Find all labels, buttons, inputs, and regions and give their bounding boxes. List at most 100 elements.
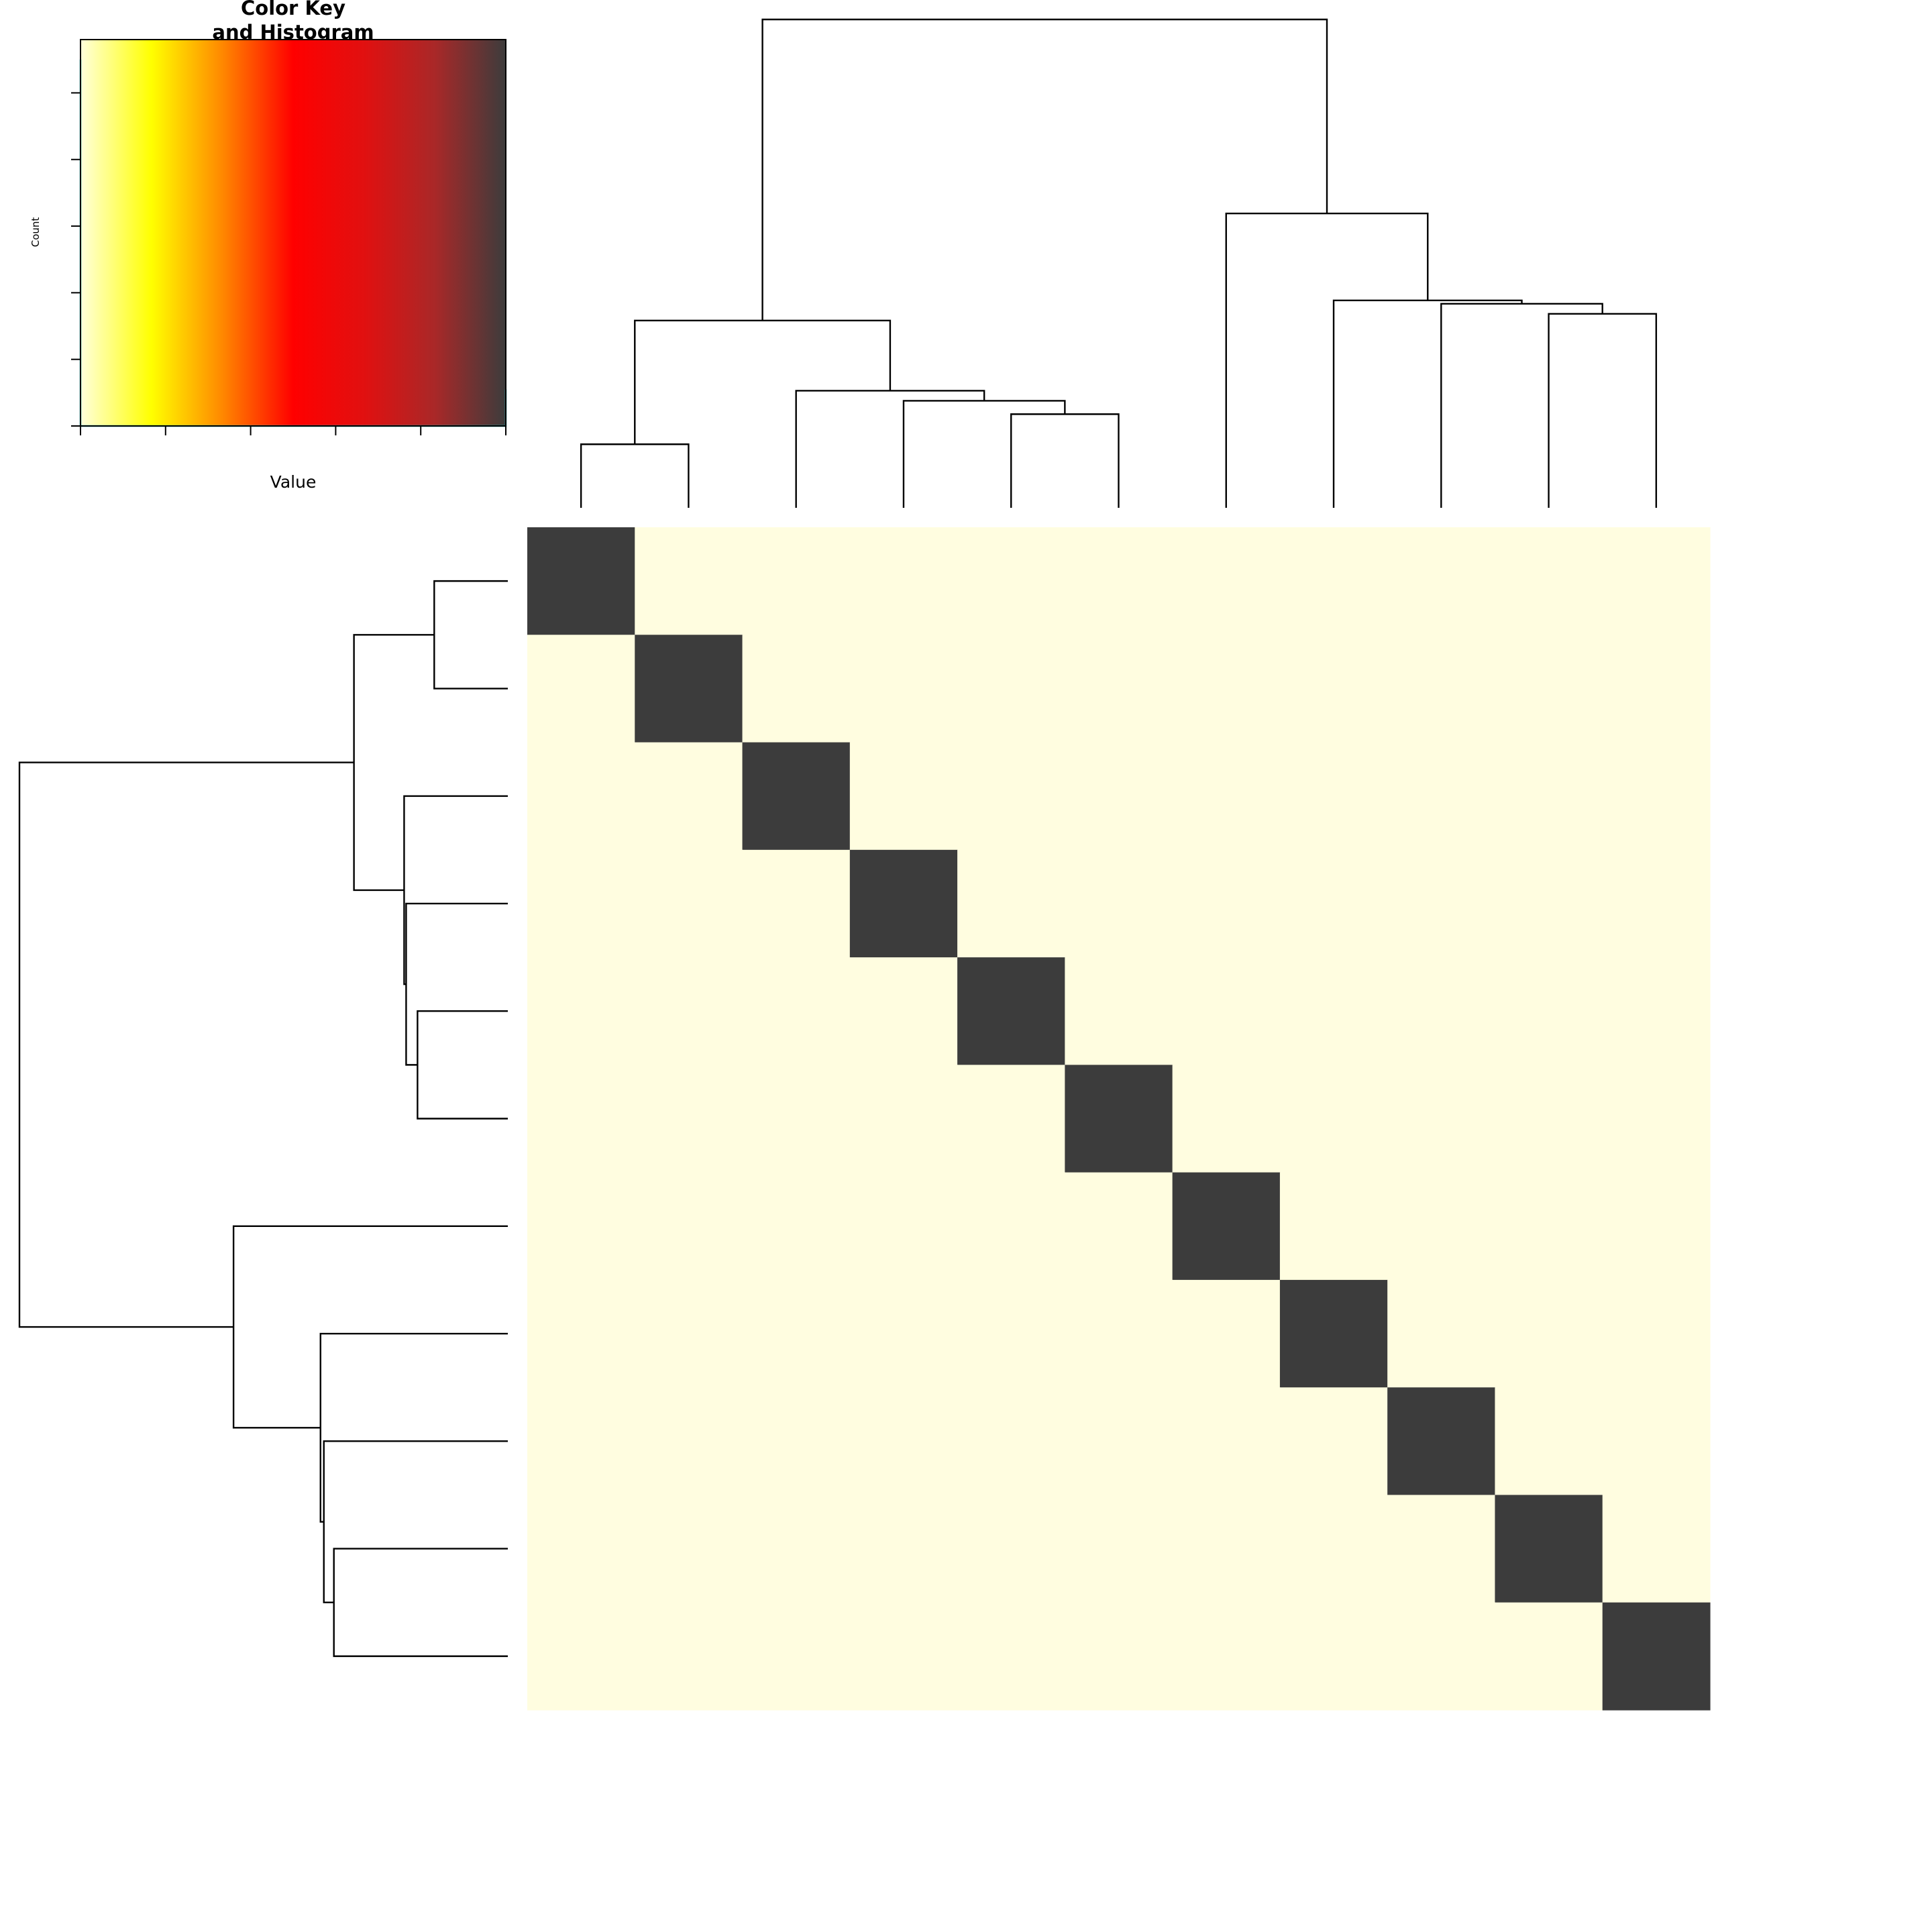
heatmap-cell (957, 742, 1065, 851)
heatmap-cell (1387, 1495, 1496, 1603)
heatmap-cell (1495, 527, 1603, 635)
heatmap-cell (1495, 1172, 1603, 1281)
heatmap-cell (742, 1495, 851, 1603)
heatmap-cell (527, 1279, 635, 1388)
heatmap-cell (849, 1065, 958, 1173)
heatmap-cell (1602, 742, 1711, 851)
heatmap-cell (1279, 1387, 1388, 1496)
column-dendrogram (580, 18, 1658, 508)
heatmap-cell (957, 1279, 1065, 1388)
dendrogram-link (333, 1548, 508, 1658)
heatmap-cell (957, 1172, 1065, 1281)
dendrogram-link (353, 634, 435, 892)
heatmap-cell (1065, 527, 1173, 635)
dendrogram-link (1010, 413, 1120, 508)
heatmap-cell (635, 527, 743, 635)
heatmap-cell (1279, 527, 1388, 635)
heatmap-cell (742, 1602, 851, 1711)
heatmap-cell (849, 1387, 958, 1496)
heatmap-cell (527, 1172, 635, 1281)
heatmap-cell (1495, 1495, 1603, 1603)
heatmap-cell (849, 1495, 958, 1603)
heatmap-cell (1279, 1172, 1388, 1281)
heatmap-cell (1602, 527, 1711, 635)
heatmap-cell (1602, 1387, 1711, 1496)
heatmap-cell (957, 849, 1065, 958)
dendrogram-link (580, 443, 690, 508)
heatmap-cell (1172, 849, 1281, 958)
heatmap-cell (742, 849, 851, 958)
color-key-title-line1: Color Key (241, 0, 345, 19)
heatmap-cell (527, 1065, 635, 1173)
heatmap-cell (1495, 635, 1603, 743)
heatmap-cell (635, 1495, 743, 1603)
dendrogram-link (1332, 299, 1523, 508)
heatmap-cell (527, 957, 635, 1065)
heatmap-cell (1065, 1602, 1173, 1711)
heatmap-cell (1065, 957, 1173, 1065)
heatmap-cell (1602, 849, 1711, 958)
heatmap-cell (957, 957, 1065, 1065)
dendrogram-link (403, 795, 508, 985)
heatmap-cell (957, 1065, 1065, 1173)
heatmap-cell (1065, 1495, 1173, 1603)
heatmap-cell (1172, 1602, 1281, 1711)
heatmap-cell (527, 635, 635, 743)
heatmap-cell (1279, 957, 1388, 1065)
heatmap-cell (1387, 1172, 1496, 1281)
heatmap-cell (1279, 849, 1388, 958)
heatmap-cell (849, 1602, 958, 1711)
heatmap-cell (1065, 1279, 1173, 1388)
heatmap-cell (1279, 1065, 1388, 1173)
heatmap-cell (527, 1387, 635, 1496)
heatmap-cell (1602, 1172, 1711, 1281)
heatmap-cell (1602, 1495, 1711, 1603)
heatmap-cell (742, 635, 851, 743)
heatmap-cell (1172, 1387, 1281, 1496)
heatmap-cell (1279, 1495, 1388, 1603)
heatmap-cell (849, 849, 958, 958)
heatmap-cell (742, 1065, 851, 1173)
heatmap-cell (1172, 1065, 1281, 1173)
heatmap-cell (527, 1495, 635, 1603)
heatmap-cell (1495, 1387, 1603, 1496)
heatmap-cell (957, 1495, 1065, 1603)
dendrogram-link (795, 390, 985, 508)
row-dendrogram (18, 580, 508, 1658)
heatmap-cell (1172, 635, 1281, 743)
heatmap-cell (957, 1602, 1065, 1711)
color-key-y-axis (71, 92, 81, 427)
heatmap-cell (635, 957, 743, 1065)
heatmap-cell (1279, 742, 1388, 851)
heatmap-cell (742, 527, 851, 635)
dendrogram-link (1440, 303, 1603, 508)
heatmap-cell (742, 1279, 851, 1388)
heatmap-matrix (527, 527, 1711, 1711)
dendrogram-link (405, 902, 508, 1066)
dendrogram-link (902, 400, 1066, 508)
heatmap-cell (635, 1172, 743, 1281)
color-key-gradient-bar (80, 40, 506, 426)
heatmap-cell (742, 957, 851, 1065)
heatmap-cell (849, 1279, 958, 1388)
color-key-x-label: Value (270, 472, 317, 492)
heatmap-cell (1495, 957, 1603, 1065)
heatmap-cell (1602, 1065, 1711, 1173)
heatmap-cell (635, 1387, 743, 1496)
heatmap-cell (1172, 1495, 1281, 1603)
heatmap-cell (1387, 1602, 1496, 1711)
dendrogram-link (319, 1332, 508, 1523)
heatmap-cell (742, 742, 851, 851)
heatmap-cell (1495, 1065, 1603, 1173)
heatmap-cell (1602, 957, 1711, 1065)
heatmap-cell (1065, 849, 1173, 958)
dendrogram-link (323, 1440, 508, 1603)
heatmap-cell (527, 742, 635, 851)
heatmap-cell (1279, 635, 1388, 743)
heatmap-cell (1387, 742, 1496, 851)
heatmap-cell (849, 742, 958, 851)
heatmap-cell (1387, 1065, 1496, 1173)
heatmap-cell (1602, 1279, 1711, 1388)
heatmap-cell (1279, 1279, 1388, 1388)
